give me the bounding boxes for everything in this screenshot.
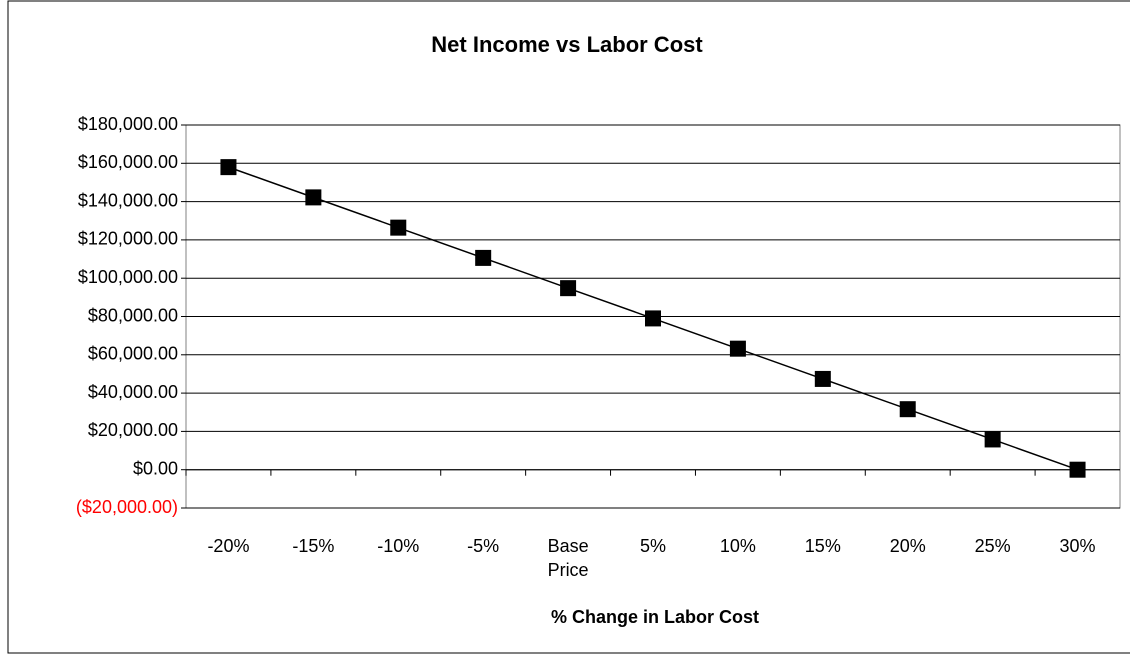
- x-tick-label: -20%: [207, 536, 250, 556]
- y-tick-label: $180,000.00: [78, 114, 178, 134]
- data-point: [220, 159, 237, 176]
- y-tick-label: $100,000.00: [78, 267, 178, 287]
- x-tick-label: 25%: [974, 536, 1011, 556]
- y-tick-label: $0.00: [133, 458, 178, 478]
- x-tick-label: 30%: [1059, 536, 1096, 556]
- data-point: [475, 249, 492, 266]
- data-point: [899, 401, 916, 418]
- x-tick-label: -5%: [467, 536, 500, 556]
- y-tick-label: ($20,000.00): [76, 497, 178, 517]
- x-tick-label: 5%: [639, 536, 666, 556]
- x-tick-label: -10%: [377, 536, 420, 556]
- data-point: [560, 280, 577, 297]
- x-axis-title: % Change in Labor Cost: [551, 607, 759, 627]
- y-tick-label: $60,000.00: [88, 344, 178, 364]
- y-tick-label: $120,000.00: [78, 229, 178, 249]
- data-point: [1069, 461, 1086, 478]
- y-tick-label: $160,000.00: [78, 152, 178, 172]
- data-point: [305, 189, 322, 206]
- data-point: [390, 219, 407, 236]
- data-point: [814, 370, 831, 387]
- data-point: [729, 340, 746, 357]
- y-tick-label: $40,000.00: [88, 382, 178, 402]
- x-tick-label: 20%: [889, 536, 926, 556]
- x-tick-label: -15%: [292, 536, 335, 556]
- y-tick-label: $20,000.00: [88, 420, 178, 440]
- y-tick-label: $80,000.00: [88, 305, 178, 325]
- x-tick-label: 15%: [804, 536, 841, 556]
- data-point: [645, 310, 661, 327]
- data-point: [984, 431, 1001, 448]
- x-tick-label: 10%: [719, 536, 756, 556]
- x-tick-label: Base Price: [547, 536, 589, 580]
- chart-title: Net Income vs Labor Cost: [431, 32, 703, 57]
- y-tick-label: $140,000.00: [78, 190, 178, 210]
